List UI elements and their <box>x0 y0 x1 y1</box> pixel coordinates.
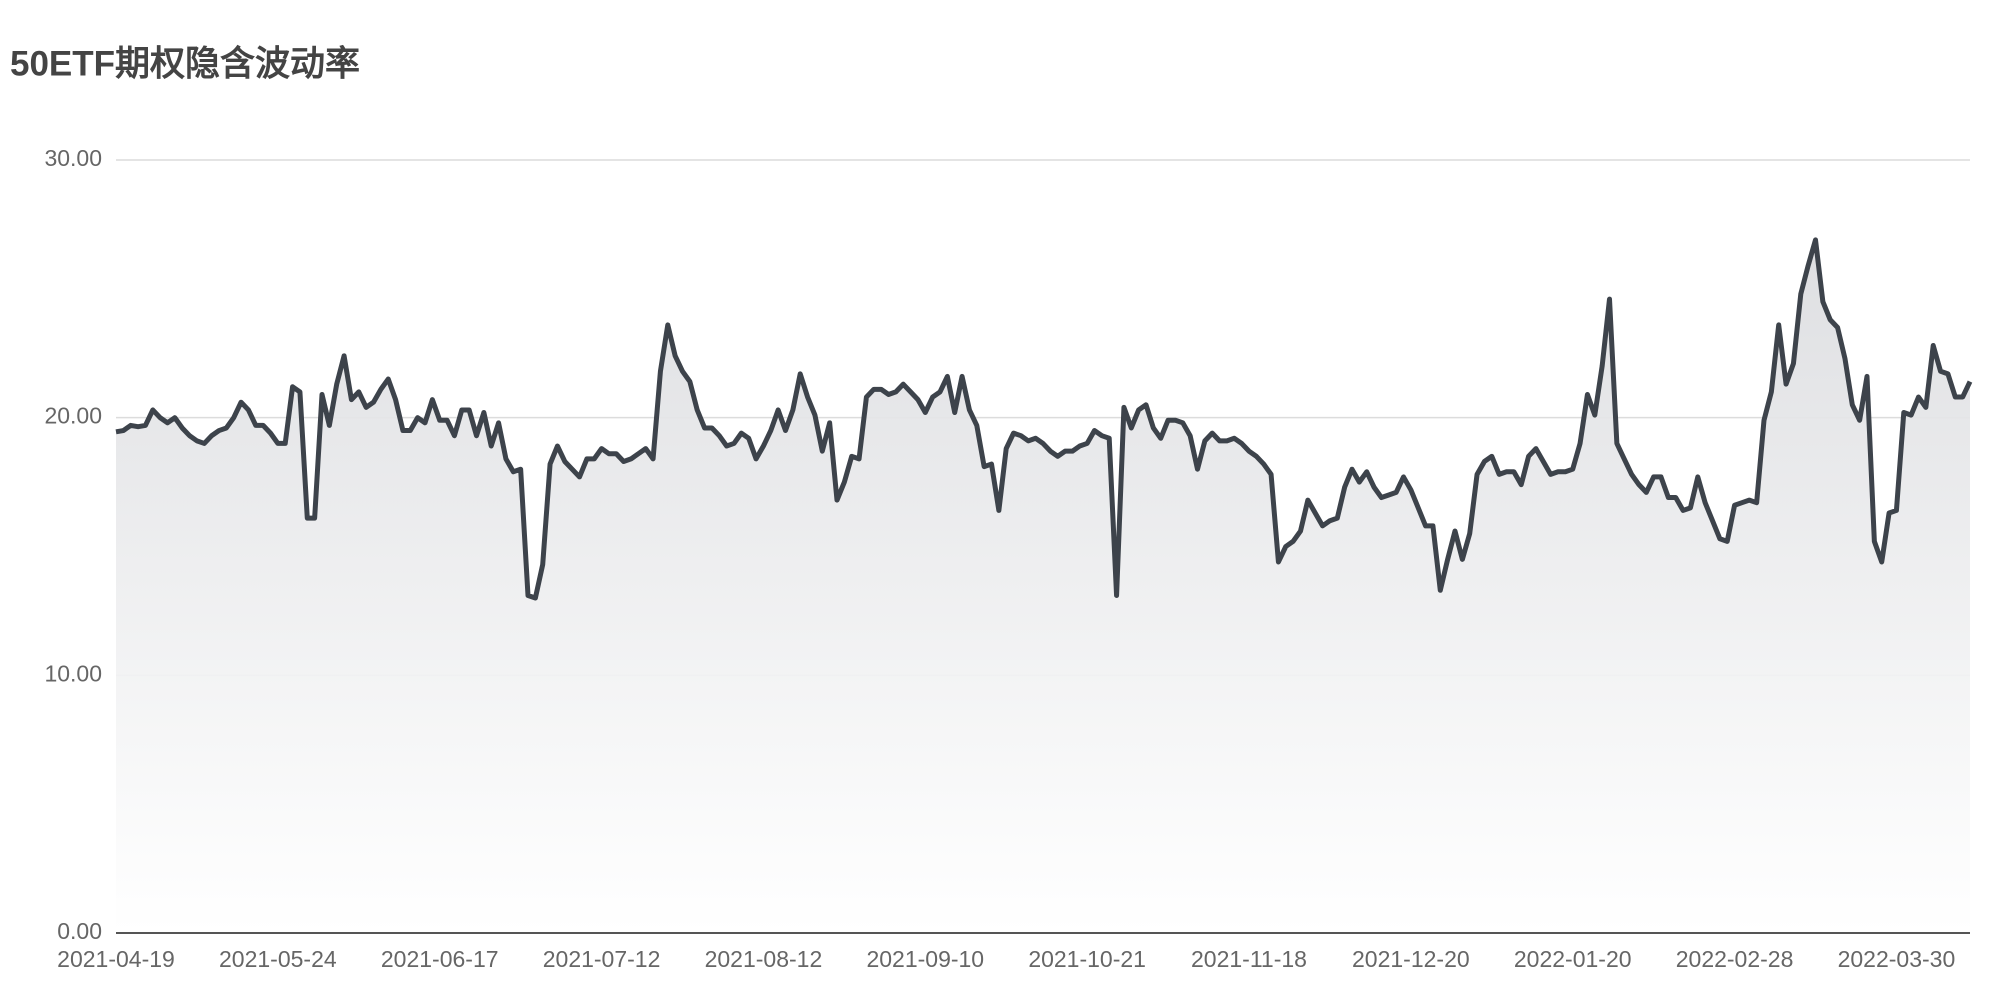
y-tick-label: 0.00 <box>57 918 102 944</box>
x-tick-label: 2021-04-19 <box>57 946 175 972</box>
x-tick-label: 2021-10-21 <box>1028 946 1146 972</box>
x-tick-label: 2022-01-20 <box>1514 946 1632 972</box>
x-tick-label: 2021-12-20 <box>1352 946 1470 972</box>
x-tick-label: 2021-05-24 <box>219 946 337 972</box>
x-tick-label: 2021-09-10 <box>866 946 984 972</box>
area-fill <box>116 239 1970 933</box>
x-tick-label: 2021-07-12 <box>543 946 661 972</box>
y-tick-label: 30.00 <box>44 145 102 171</box>
y-tick-label: 10.00 <box>44 660 102 686</box>
x-tick-label: 2021-08-12 <box>705 946 823 972</box>
line-series <box>115 237 1973 601</box>
chart-title: 50ETF期权隐含波动率 <box>10 44 360 83</box>
x-tick-label: 2022-02-28 <box>1676 946 1794 972</box>
x-tick-label: 2021-06-17 <box>381 946 499 972</box>
y-tick-label: 20.00 <box>44 403 102 429</box>
x-tick-label: 2021-11-18 <box>1191 946 1307 972</box>
x-tick-label: 2022-03-30 <box>1838 946 1956 972</box>
